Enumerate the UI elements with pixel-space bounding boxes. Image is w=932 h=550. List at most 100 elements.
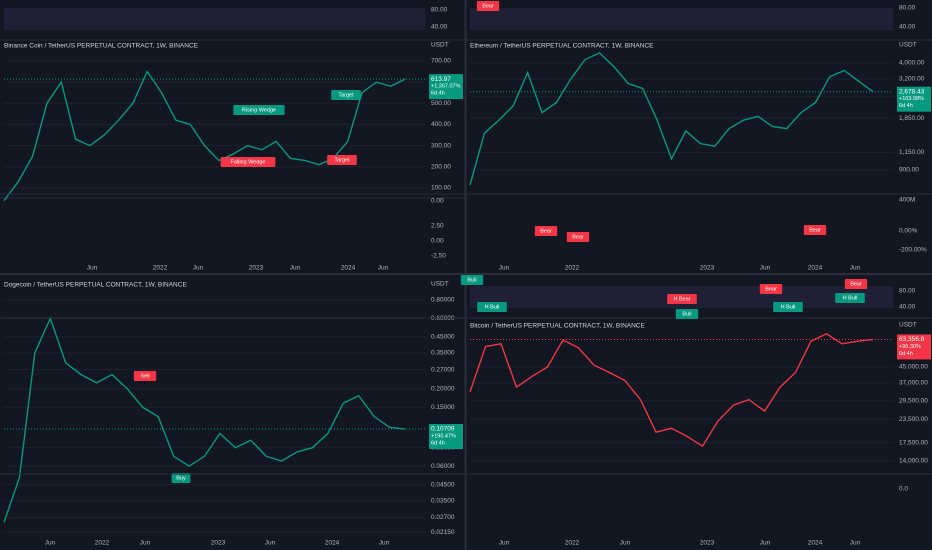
- price-line: [3, 316, 406, 523]
- annotation: Bear: [809, 227, 821, 233]
- sub-pane-label: 0.0: [899, 486, 908, 493]
- x-tick-label: Jun: [850, 265, 861, 272]
- strip-label: 80.00: [431, 7, 448, 14]
- annotation: Sell: [140, 373, 149, 379]
- annotation: H Bull: [485, 304, 500, 310]
- annotation-box: [133, 371, 157, 381]
- strip-label: 40.00: [431, 24, 448, 31]
- x-tick-label: Jun: [760, 540, 771, 547]
- annotation-box: [844, 279, 868, 289]
- y-tick-label: 200.00: [431, 163, 451, 170]
- x-tick-label: Jun: [499, 540, 510, 547]
- sub-pane-label: -2.50: [431, 253, 446, 260]
- x-tick-label: Jun: [378, 265, 389, 272]
- y-tick-label: 0.60000: [431, 315, 455, 322]
- y-tick-label: 700.00: [431, 58, 451, 65]
- y-tick-label: 0.04500: [431, 481, 455, 488]
- y-tick-label: 29,500.00: [899, 398, 928, 405]
- x-tick-label: 2024: [341, 265, 356, 272]
- annotation-box: [220, 157, 276, 167]
- strip-label: 80.00: [899, 5, 916, 12]
- y-tick-label: 0.02700: [431, 514, 455, 521]
- annotation-box: [667, 294, 697, 304]
- chart-panel: 80.00 40.00 Binance Coin / TetherUS PERPET…: [0, 7, 465, 272]
- annotation-box: [835, 293, 865, 303]
- last-price: 2,678.43: [899, 88, 925, 95]
- y-tick-label: 400.00: [431, 121, 451, 128]
- annotation: Bear: [850, 281, 862, 287]
- indicator-band: [4, 8, 425, 30]
- sub-pane-label: 2.50: [431, 223, 444, 230]
- x-tick-label: Jun: [290, 265, 301, 272]
- countdown: 6d 4h: [899, 103, 913, 109]
- x-tick-label: Jun: [45, 540, 56, 547]
- annotation-box: [171, 473, 191, 483]
- x-tick-label: 2023: [249, 265, 264, 272]
- unit-label: USDT: [431, 281, 449, 288]
- annotation-box: [233, 105, 285, 115]
- y-tick-label: 0.27000: [431, 366, 455, 373]
- chart-title: Dogecoin / TetherUS PERPETUAL CONTRACT, …: [4, 282, 187, 289]
- annotation: Bear: [482, 3, 494, 9]
- y-tick-label: 900.00: [899, 167, 919, 174]
- x-tick-label: Jun: [760, 265, 771, 272]
- x-tick-label: Jun: [620, 540, 631, 547]
- y-tick-label: 3,200.00: [899, 76, 925, 83]
- annotation: H Bear: [673, 296, 690, 302]
- annotation: Rising Wedge: [242, 107, 276, 113]
- annotation: Target: [334, 157, 350, 163]
- annotation: Bear: [540, 228, 552, 234]
- y-tick-label: 0.03500: [431, 498, 455, 505]
- annotation: Bear: [572, 234, 584, 240]
- annotation-box: [566, 232, 590, 242]
- x-tick-label: 2023: [211, 540, 226, 547]
- annotation: Bull: [467, 277, 476, 283]
- x-tick-label: Jun: [140, 540, 151, 547]
- chart-title: Bitcoin / TetherUS PERPETUAL CONTRACT, 1…: [470, 323, 645, 330]
- sub-pane-label: 400M: [899, 197, 915, 204]
- chart-panel: 80.00 40.00 Ethereum / TetherUS PERPETUAL …: [0, 1, 932, 272]
- y-tick-label: 17,500.00: [899, 440, 928, 447]
- annotation-box: [803, 225, 827, 235]
- y-tick-label: 300.00: [431, 142, 451, 149]
- annotation-box: [675, 309, 699, 319]
- x-tick-label: Jun: [850, 540, 861, 547]
- y-tick-label: 1,850.00: [899, 115, 925, 122]
- chart-panel: 80.00 40.00 Bitcoin / TetherUS PERPETUAL C…: [0, 275, 932, 547]
- annotation: H Bull: [843, 295, 858, 301]
- annotation: Bull: [682, 311, 691, 317]
- x-tick-label: Jun: [87, 265, 98, 272]
- unit-label: USDT: [899, 322, 917, 329]
- unit-label: USDT: [431, 42, 449, 49]
- y-tick-label: 0.20000: [431, 386, 455, 393]
- x-tick-label: 2024: [808, 540, 823, 547]
- y-tick-label: 45,000.00: [899, 364, 928, 371]
- last-price: 0.10709: [431, 426, 455, 433]
- annotation: Target: [338, 92, 354, 98]
- x-tick-label: Jun: [193, 265, 204, 272]
- annotation-box: [476, 1, 500, 11]
- strip-label: 40.00: [899, 304, 916, 311]
- y-tick-label: 1,150.00: [899, 149, 925, 156]
- countdown: 6d 4h: [899, 351, 913, 357]
- change: +96.30%: [899, 344, 921, 350]
- indicator-band: [470, 8, 893, 30]
- annotation-box: [331, 90, 361, 100]
- y-tick-label: 37,000.00: [899, 379, 928, 386]
- strip-label: 40.00: [899, 24, 916, 31]
- y-tick-label: 14,000.00: [899, 458, 928, 465]
- last-price: 613.97: [431, 76, 451, 83]
- price-tag: [429, 74, 463, 100]
- y-tick-label: 23,500.00: [899, 416, 928, 423]
- annotation-box: [773, 302, 803, 312]
- change: +103.98%: [899, 96, 924, 102]
- x-tick-label: 2022: [153, 265, 168, 272]
- annotation-box: [327, 155, 357, 165]
- price-tag: [897, 86, 931, 112]
- y-tick-label: 0.15000: [431, 404, 455, 411]
- annotation: Falling Wedge: [230, 159, 265, 165]
- chart-title: Binance Coin / TetherUS PERPETUAL CONTRA…: [4, 43, 199, 50]
- x-tick-label: Jun: [499, 265, 510, 272]
- x-tick-label: Jun: [379, 540, 390, 547]
- x-tick-label: 2024: [325, 540, 340, 547]
